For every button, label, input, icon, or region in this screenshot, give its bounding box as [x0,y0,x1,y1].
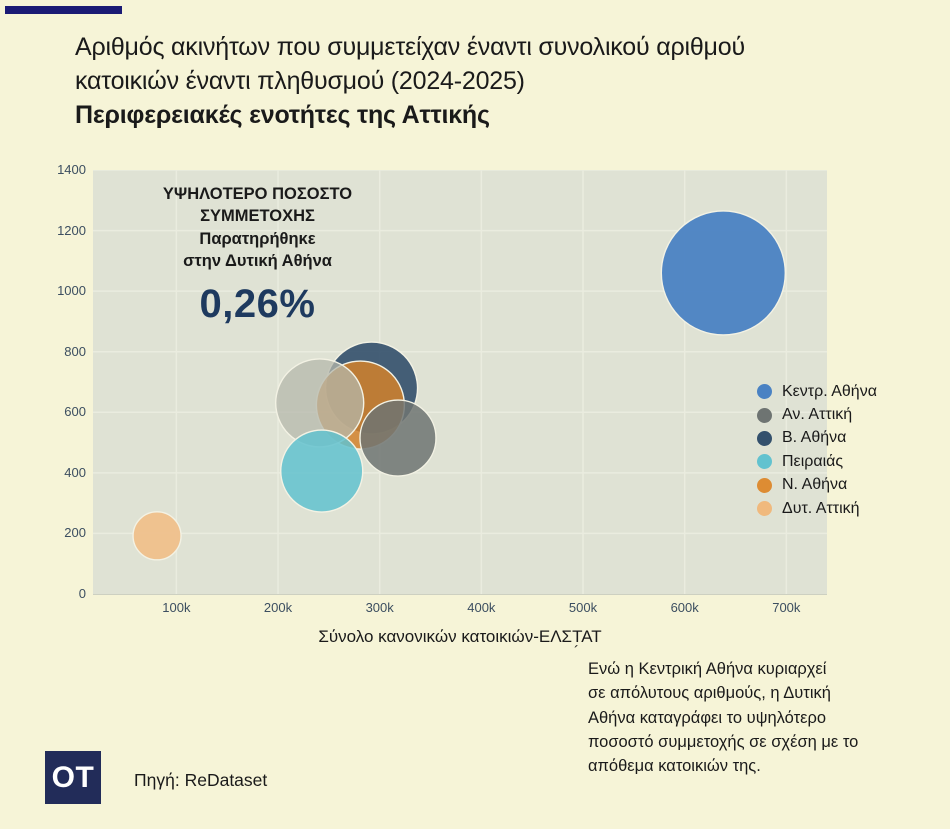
chart-title-line1: Αριθμός ακινήτων που συμμετείχαν έναντι … [75,33,745,61]
legend-label: Αν. Αττική [782,406,853,424]
callout: ΥΨΗΛΟΤΕΡΟ ΠΟΣΟΣΤΟ ΣΥΜΜΕΤΟΧΗΣ Παρατηρήθηκε σ… [120,183,395,327]
legend-item: Δυτ. Αττική [757,497,877,520]
legend-marker-icon [757,501,772,517]
legend-marker-icon [757,384,772,400]
x-tick-label: 600k [670,600,699,615]
note-line: Αθήνα καταγράφει το υψηλότερο [588,708,827,727]
callout-line: ΥΨΗΛΟΤΕΡΟ ΠΟΣΟΣΤΟ [162,185,353,203]
y-tick-label: 0 [78,586,86,601]
legend-label: Β. Αθήνα [782,429,847,447]
y-tick-label: 200 [64,525,86,541]
plot-area [93,170,827,595]
x-tick-label: 700k [772,600,801,615]
accent-bar [5,6,122,14]
legend-label: Ν. Αθήνα [782,476,848,494]
y-tick-label: 800 [64,343,86,359]
source-text: Πηγή: ReDataset [134,770,268,790]
x-tick-label: 400k [467,600,496,615]
x-tick-label: 200k [263,600,293,615]
callout-line: ΣΥΜΜΕΤΟΧΗΣ [200,207,315,226]
legend-marker-icon [757,454,772,470]
bubble-Δυτ. Αττική [132,511,182,561]
y-tick-label: 600 [64,404,86,420]
note-line: σε απόλυτους αριθμούς, η Δυτική [588,684,831,703]
x-tick-label: 500k [568,600,598,615]
bubble-Κεντρ. Αθήνα [660,210,787,336]
chart-subtitle: Περιφερειακές ενοτήτες της Αττικής [75,101,490,129]
ot-logo: OT [45,751,101,804]
callout-value: 0,26% [199,281,316,326]
legend-label: Δυτ. Αττική [782,499,860,517]
legend-label: Κεντρ. Αθήνα [782,382,877,400]
bubble-Αν. Αττική [359,399,437,477]
stray-accent-mark: ´ [574,643,579,660]
legend-item: Β. Αθήνα [757,427,877,450]
callout-text: ΥΨΗΛΟΤΕΡΟ ΠΟΣΟΣΤΟ ΣΥΜΜΕΤΟΧΗΣ Παρατηρήθηκε σ… [120,183,395,273]
x-axis-label: Σύνολο κανονικών κατοικιών-ΕΛΣΤΑΤ [318,627,602,646]
chart-title: Αριθμός ακινήτων που συμμετείχαν έναντι … [75,30,915,98]
y-tick-label: 400 [64,464,86,480]
callout-line: στην Δυτική Αθήνα [183,252,332,271]
y-tick-label: 1400 [57,162,86,177]
note-line: ποσοστό συμμετοχής σε σχέση με το [588,732,859,751]
legend-item: Αν. Αττική [757,403,877,426]
y-tick-label: 1000 [57,283,86,299]
bubble-chart [93,170,827,594]
callout-line: Παρατηρήθηκε [199,229,316,248]
ot-logo-text: OT [51,760,95,794]
note-text: Ενώ η Κεντρική Αθήνα κυριαρχεί σε απόλυτο… [588,657,933,778]
legend-marker-icon [757,430,772,446]
chart-title-line2: κατοικιών έναντι πληθυσμού (2024-2025) [75,67,525,95]
legend-marker-icon [757,407,772,423]
legend-label: Πειραιάς [782,452,844,470]
bubble-Πειραιάς [280,429,364,513]
legend-item: Κεντρ. Αθήνα [757,380,877,403]
legend: Κεντρ. Αθήνα Αν. Αττική Β. Αθήνα Πειραιάς Ν.… [757,380,877,520]
x-tick-label: 100k [162,600,191,615]
legend-item: Πειραιάς [757,450,877,473]
y-tick-label: 1200 [57,222,86,238]
legend-item: Ν. Αθήνα [757,474,877,497]
legend-marker-icon [757,477,772,493]
note-line: Ενώ η Κεντρική Αθήνα κυριαρχεί [588,660,827,678]
note-line: απόθεμα κατοικιών της. [588,757,761,776]
x-tick-label: 300k [365,600,394,615]
